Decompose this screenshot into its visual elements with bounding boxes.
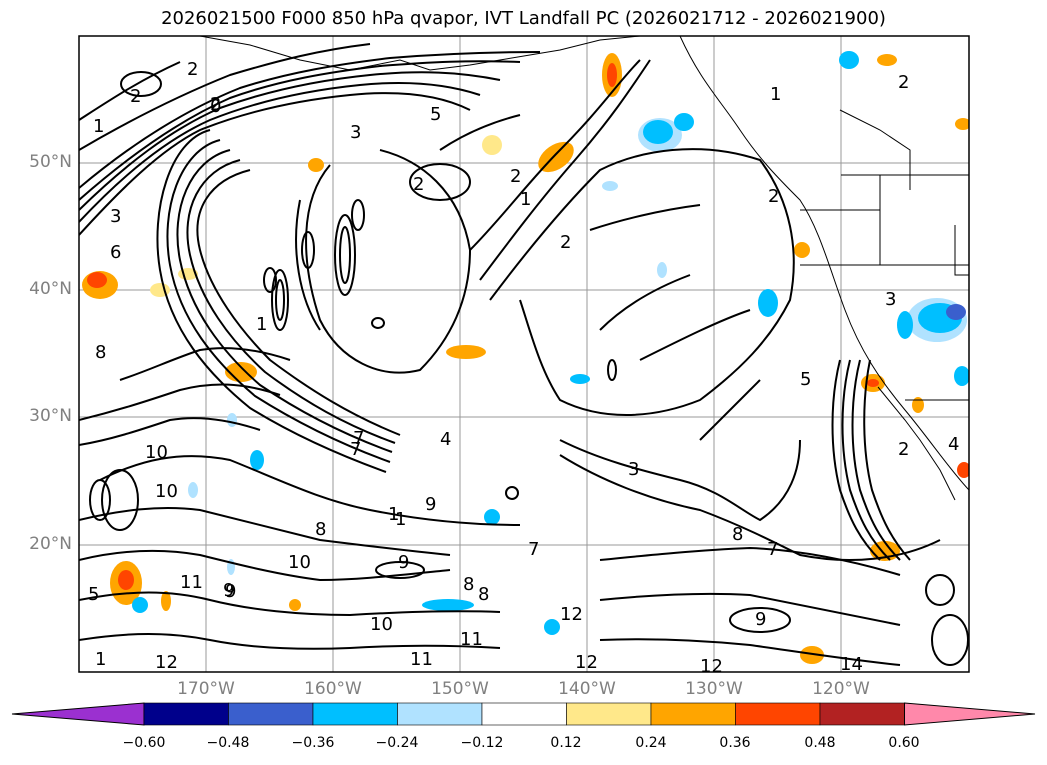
contour-label: 7 [528, 539, 539, 560]
contour-label: 12 [155, 652, 178, 673]
colorbar-tick-label: 0.24 [635, 735, 667, 751]
lat-tick-label: 30°N [29, 406, 72, 426]
colorbar-tick-label: −0.48 [206, 735, 250, 751]
colorbar-tick-label: −0.36 [291, 735, 335, 751]
contour-label: 2 [130, 86, 141, 107]
lon-tick-label: 160°W [304, 679, 362, 699]
contour-lines [79, 43, 941, 666]
contour-label: 10 [288, 552, 311, 573]
contour-label: 2 [510, 166, 521, 187]
contour-label: 7 [350, 439, 361, 460]
contour-label: 2 [210, 94, 221, 115]
contour-label: 5 [88, 584, 99, 605]
contour-label: 6 [110, 242, 121, 263]
contour-label: 10 [145, 442, 168, 463]
contour-label: 1 [388, 504, 399, 525]
contour-label: 9 [223, 580, 234, 601]
colorbar-tick-label: −0.12 [460, 735, 504, 751]
contour-label: 9 [398, 552, 409, 573]
contour-label: 2 [187, 59, 198, 80]
contour-label: 9 [755, 609, 766, 630]
contour-label: 4 [440, 429, 451, 450]
contour-label: 9 [225, 581, 236, 602]
contour-label: 4 [948, 434, 959, 455]
contour-label: 2 [413, 174, 424, 195]
contour-label: 7 [767, 539, 778, 560]
contour-label: 14 [840, 654, 863, 675]
contour-label: 10 [370, 614, 393, 635]
lat-tick-label: 40°N [29, 279, 72, 299]
colorbar-tick-label: 0.12 [550, 735, 582, 751]
contour-label: 12 [560, 604, 583, 625]
colorbar-tick-label: 0.60 [888, 735, 920, 751]
contour-labels: 2 2 2 2 1 3 5 2 2 2 2 6 8 8 1 1 3 3 4 5 … [88, 59, 959, 677]
colorbar-tick-label: −0.24 [375, 735, 419, 751]
contour-label: 8 [478, 584, 489, 605]
contour-label: 3 [628, 459, 639, 480]
contour-label: 11 [180, 572, 203, 593]
lon-tick-label: 120°W [812, 679, 870, 699]
lat-tick-label: 50°N [29, 152, 72, 172]
colorbar-tick-label: 0.48 [804, 735, 836, 751]
colorbar-tick-label: −0.60 [122, 735, 166, 751]
chart-title: 2026021500 F000 850 hPa qvapor, IVT Land… [161, 8, 886, 29]
gridlines [79, 36, 969, 672]
contour-label: 7 [353, 428, 364, 449]
lon-tick-label: 170°W [177, 679, 235, 699]
contour-label: 9 [425, 494, 436, 515]
contour-label: 2 [560, 232, 571, 253]
shaded-anomaly-patches [82, 51, 969, 664]
contour-label: 1 [95, 649, 106, 670]
contour-label: 11 [460, 629, 483, 650]
contour-label: 1 [520, 189, 531, 210]
contour-label: 2 [898, 72, 909, 93]
contour-label: 8 [95, 342, 106, 363]
colorbar-tick-label: 0.36 [719, 735, 751, 751]
contour-label: 11 [410, 649, 433, 670]
contour-label: 2 [898, 439, 909, 460]
contour-label: 5 [800, 369, 811, 390]
lon-tick-label: 130°W [685, 679, 743, 699]
small-contour-loops [89, 71, 969, 666]
contour-label: 12 [700, 656, 723, 677]
contour-label: 8 [315, 519, 326, 540]
contour-label: 2 [768, 186, 779, 207]
contour-label: 1 [395, 509, 406, 530]
contour-label: 1 [256, 314, 267, 335]
contour-label: 10 [155, 481, 178, 502]
contour-label: 3 [350, 122, 361, 143]
colorbar [11, 702, 1036, 726]
contour-label: 8 [732, 524, 743, 545]
contour-label: 5 [430, 104, 441, 125]
map-frame [78, 35, 970, 673]
contour-label: 8 [463, 574, 474, 595]
contour-label: 1 [770, 84, 781, 105]
lon-tick-label: 140°W [558, 679, 616, 699]
lat-tick-label: 20°N [29, 534, 72, 554]
contour-label: 0 [210, 96, 221, 117]
coastline [199, 36, 969, 501]
contour-label: 12 [575, 652, 598, 673]
contour-label: 3 [885, 289, 896, 310]
lon-tick-label: 150°W [431, 679, 489, 699]
contour-label: 1 [93, 116, 104, 137]
contour-label: 3 [110, 206, 121, 227]
